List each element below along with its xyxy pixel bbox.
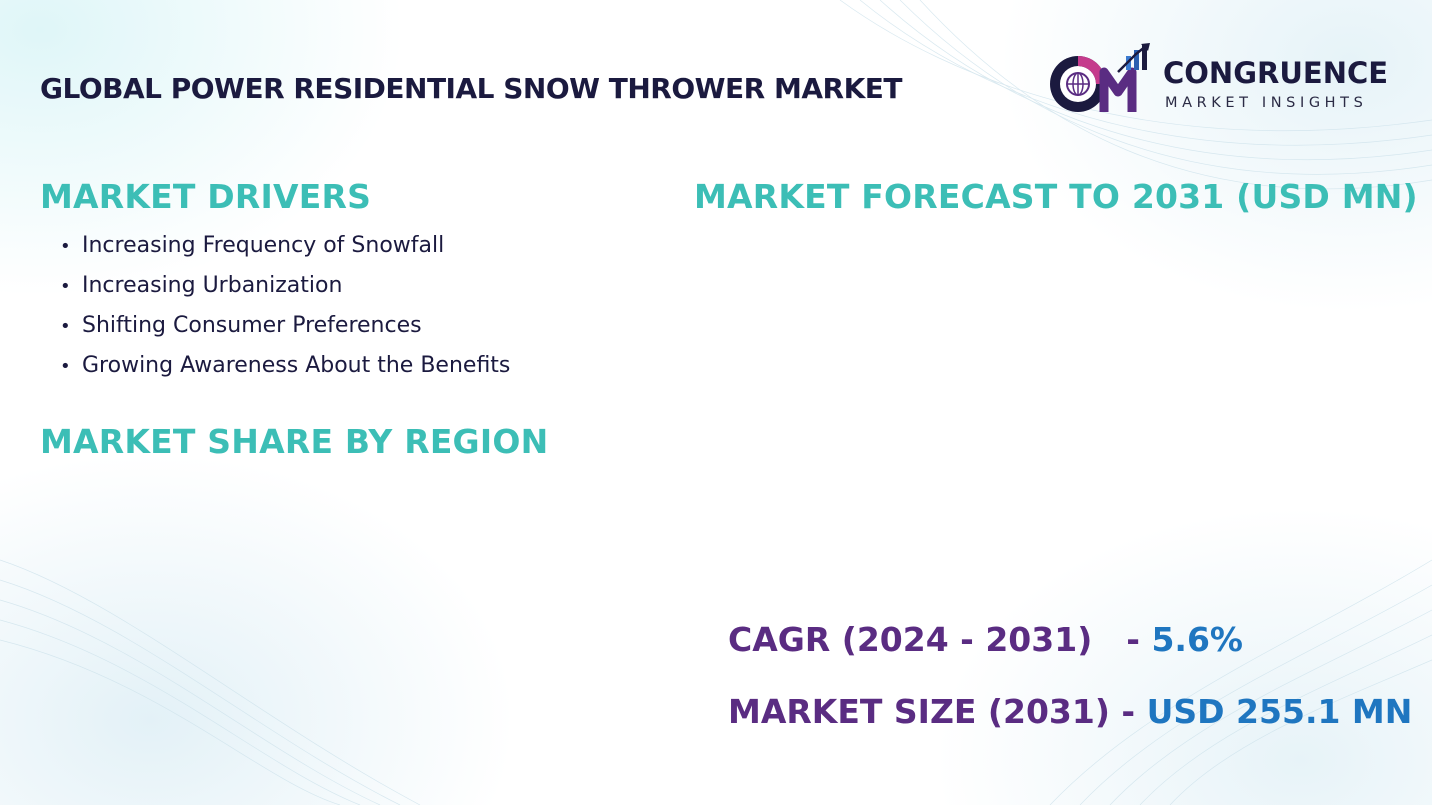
revenue-bar bbox=[778, 369, 804, 504]
company-logo: CONGRUENCE MARKET INSIGHTS bbox=[1046, 42, 1396, 118]
revenue-bar bbox=[948, 359, 974, 504]
market-size-label: MARKET SIZE (2031) bbox=[728, 692, 1110, 731]
revenue-bar bbox=[1160, 317, 1186, 504]
region-tick-label: 20% bbox=[349, 722, 378, 738]
year-tick-label: 2028 bbox=[1157, 515, 1190, 532]
left-axis-tick-label: 300.0 bbox=[712, 236, 750, 253]
growth-line bbox=[790, 274, 1301, 488]
left-axis-tick-label: 250.0 bbox=[712, 279, 750, 296]
year-tick-label: 2024 bbox=[987, 515, 1021, 532]
region-tick-label: 30% bbox=[422, 722, 451, 738]
right-axis-tick-label: 4.0% bbox=[1336, 310, 1370, 327]
market-forecast-heading: MARKET FORECAST TO 2031 (USD MN) bbox=[694, 177, 1418, 216]
page-title: GLOBAL POWER RESIDENTIAL SNOW THROWER MA… bbox=[40, 72, 903, 105]
left-axis-tick-label: 100.0 bbox=[712, 409, 750, 426]
left-axis-tick-label: 50.0 bbox=[721, 453, 750, 470]
year-tick-label: 2019 bbox=[775, 515, 808, 532]
year-tick-label: 2026 bbox=[1072, 515, 1105, 532]
legend-growth-label: Growth (%) bbox=[1108, 544, 1193, 561]
logo-tagline: MARKET INSIGHTS bbox=[1165, 95, 1368, 111]
region-label: Europe bbox=[155, 544, 205, 560]
bullet-icon: • bbox=[60, 236, 71, 257]
year-tick-label: 2025 bbox=[1029, 515, 1062, 532]
right-axis-tick-label: 2.0% bbox=[1336, 347, 1370, 364]
cagr-stat: CAGR (2024 - 2031) - 5.6% bbox=[728, 620, 1243, 659]
driver-text: Increasing Urbanization bbox=[82, 273, 343, 298]
driver-text: Growing Awareness About the Benefits bbox=[82, 353, 511, 378]
year-tick-label: 2021 bbox=[859, 515, 892, 532]
market-size-sep: - bbox=[1109, 692, 1147, 731]
bullet-icon: • bbox=[60, 276, 71, 297]
revenue-bar bbox=[906, 366, 932, 504]
legend-revenue-label: Revenue (USD Mn) bbox=[905, 544, 1048, 561]
market-drivers-list: • Increasing Frequency of Snowfall • Incre… bbox=[60, 230, 510, 390]
revenue-bar bbox=[1245, 296, 1271, 504]
year-tick-label: 2022 bbox=[902, 515, 935, 532]
region-bar bbox=[219, 543, 419, 560]
market-size-value: USD 255.1 MN bbox=[1146, 692, 1413, 731]
region-tick-label: 0% bbox=[209, 722, 230, 738]
cagr-label: CAGR (2024 - 2031) bbox=[728, 620, 1093, 659]
market-size-stat: MARKET SIZE (2031) - USD 255.1 MN bbox=[728, 692, 1412, 731]
year-tick-label: 2023 bbox=[944, 515, 977, 532]
cagr-value: - 5.6% bbox=[1126, 620, 1243, 659]
right-axis-tick-label: -2.0% bbox=[1336, 422, 1375, 439]
driver-text: Increasing Frequency of Snowfall bbox=[82, 233, 445, 258]
driver-item: • Growing Awareness About the Benefits bbox=[60, 350, 510, 390]
region-label: Asia Pacific bbox=[124, 589, 205, 605]
right-axis-tick-label: -4.0% bbox=[1336, 459, 1375, 476]
right-axis-tick-label: 0.0% bbox=[1336, 385, 1370, 402]
region-bar bbox=[219, 633, 263, 650]
bullet-icon: • bbox=[60, 356, 71, 377]
logo-name: CONGRUENCE bbox=[1163, 56, 1389, 90]
market-drivers-heading: MARKET DRIVERS bbox=[40, 177, 372, 216]
year-tick-label: 2020 bbox=[817, 515, 850, 532]
revenue-bar bbox=[1288, 282, 1314, 504]
right-axis-tick-label: 6.0% bbox=[1336, 273, 1370, 290]
year-tick-label: 2031 bbox=[1284, 515, 1317, 532]
market-share-heading: MARKET SHARE BY REGION bbox=[40, 422, 549, 461]
revenue-bar bbox=[1075, 336, 1101, 504]
driver-text: Shifting Consumer Preferences bbox=[82, 313, 422, 338]
region-tick-label: 10% bbox=[277, 722, 306, 738]
right-axis-tick-label: -6.0% bbox=[1336, 496, 1375, 513]
region-label: Middle East & Africa bbox=[65, 680, 206, 696]
revenue-bar bbox=[1203, 307, 1229, 504]
left-axis-tick-label: 150.0 bbox=[712, 366, 750, 383]
logo-mark-icon bbox=[1050, 43, 1150, 112]
left-axis-tick-label: 200.0 bbox=[712, 323, 750, 340]
year-tick-label: 2027 bbox=[1114, 515, 1147, 532]
region-tick-label: 50% bbox=[566, 722, 595, 738]
year-tick-label: 2030 bbox=[1242, 515, 1275, 532]
year-tick-label: 2029 bbox=[1199, 515, 1232, 532]
region-tick-label: 40% bbox=[494, 722, 523, 738]
region-bar bbox=[219, 588, 379, 605]
region-label: North America bbox=[106, 499, 206, 515]
region-bar bbox=[219, 678, 256, 695]
bullet-icon: • bbox=[60, 316, 71, 337]
revenue-bar bbox=[991, 352, 1017, 504]
legend-revenue-swatch bbox=[884, 546, 902, 558]
driver-item: • Shifting Consumer Preferences bbox=[60, 310, 510, 350]
revenue-bar bbox=[1033, 344, 1059, 504]
data-label: 166.4 bbox=[954, 319, 969, 352]
region-label: South America bbox=[103, 635, 206, 651]
revenue-bar bbox=[1118, 328, 1144, 504]
driver-item: • Increasing Urbanization bbox=[60, 270, 510, 310]
right-axis-tick-label: 8.0% bbox=[1336, 236, 1370, 253]
revenue-bar bbox=[863, 371, 889, 504]
left-axis-tick-label: - bbox=[745, 496, 750, 513]
cagr-number: 5.6% bbox=[1151, 620, 1243, 659]
region-bar bbox=[219, 498, 502, 514]
driver-item: • Increasing Frequency of Snowfall bbox=[60, 230, 510, 270]
